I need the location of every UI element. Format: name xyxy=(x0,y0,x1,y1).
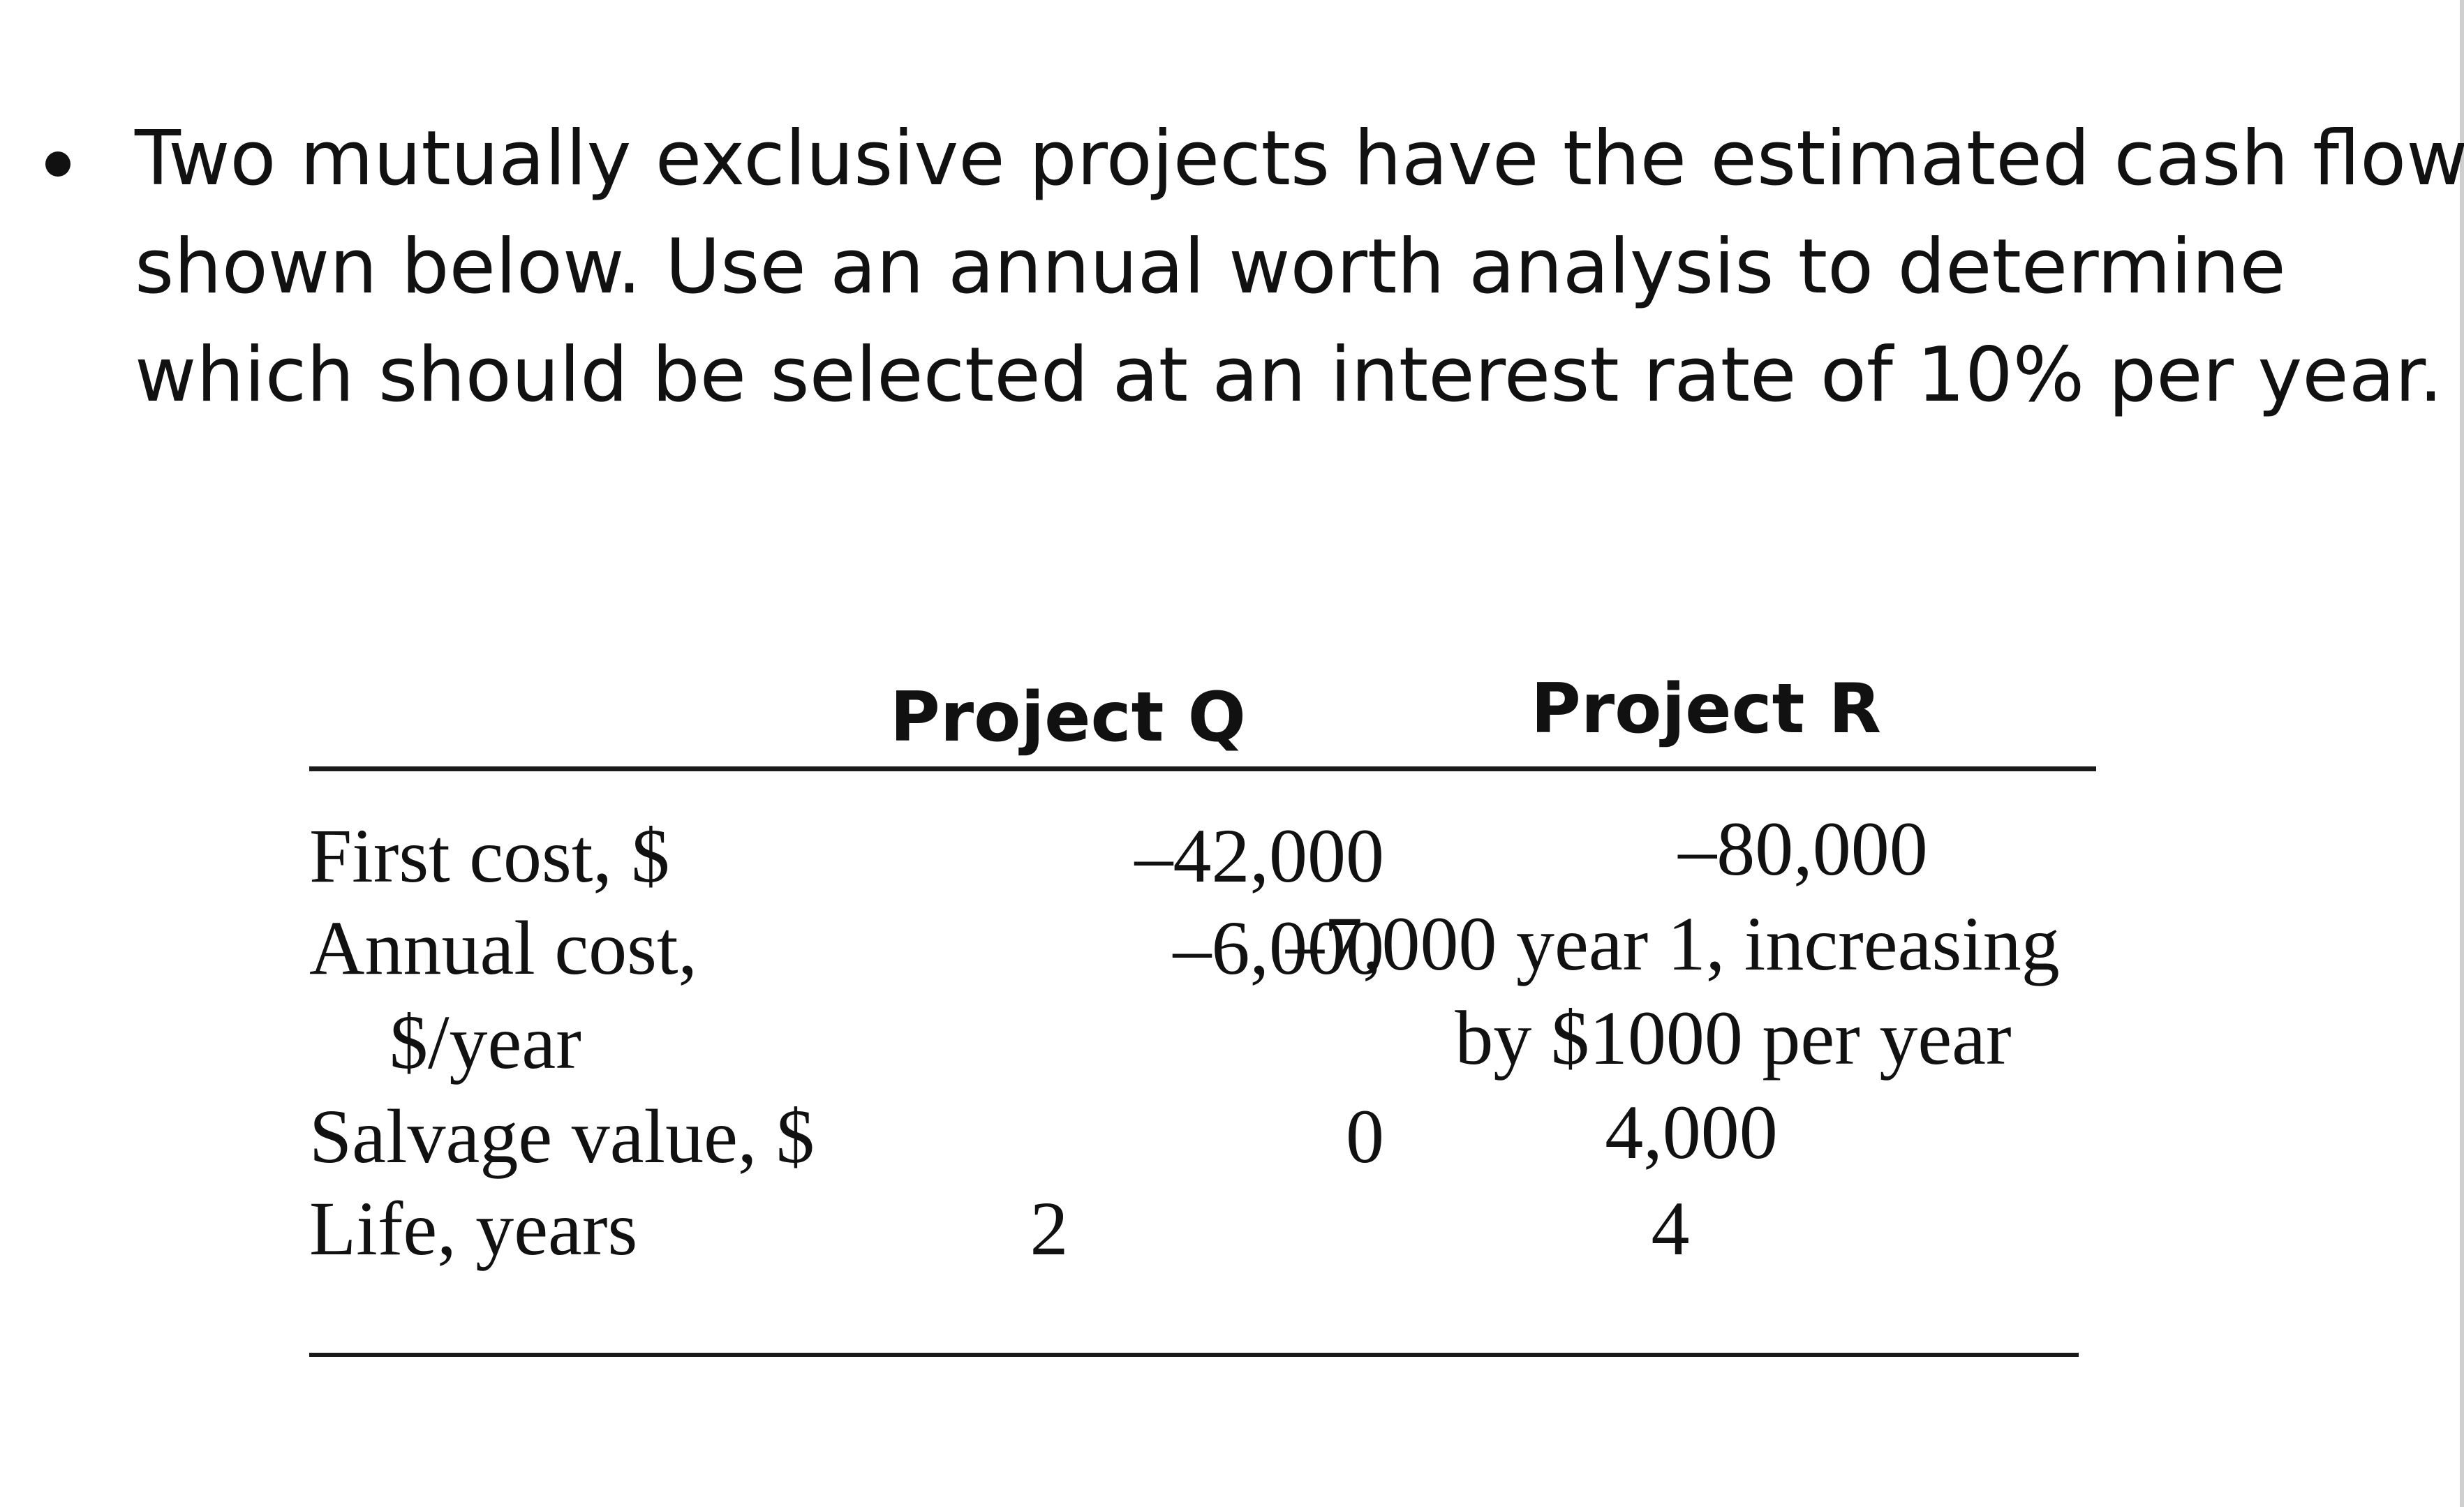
cell-q-annual-cost: –6,000 xyxy=(1173,905,1385,990)
problem-line-1: Two mutually exclusive projects have the… xyxy=(135,115,2464,202)
cell-q-first-cost: –42,000 xyxy=(1134,813,1385,898)
slide-edge xyxy=(2460,0,2464,1507)
cell-r-annual-cost-gradient: by $1000 per year xyxy=(1455,995,2012,1081)
cell-r-life: 4 xyxy=(1651,1186,1690,1271)
row-label-salvage-value: Salvage value, $ xyxy=(309,1094,815,1179)
cell-q-salvage-value: 0 xyxy=(1346,1094,1384,1179)
row-label-life: Life, years xyxy=(309,1186,638,1271)
row-label-annual-cost: Annual cost, xyxy=(309,905,698,990)
table-top-rule xyxy=(309,766,2096,771)
problem-statement: Two mutually exclusive projects have the… xyxy=(135,105,2464,429)
cell-q-life: 2 xyxy=(1030,1186,1069,1271)
table-bottom-rule xyxy=(309,1353,2079,1357)
row-label-first-cost: First cost, $ xyxy=(309,813,670,898)
header-project-r: Project R xyxy=(1531,669,1882,749)
cell-r-annual-cost: –7,000 year 1, increasing xyxy=(1286,901,2060,986)
problem-line-2: shown below. Use an annual worth analysi… xyxy=(135,223,2286,311)
header-project-q: Project Q xyxy=(890,678,1246,757)
cell-r-first-cost: –80,000 xyxy=(1678,806,1928,891)
row-label-annual-cost-unit: $/year xyxy=(389,1000,581,1085)
cash-flow-table: Project Q Project R First cost, $ –42,00… xyxy=(309,656,2096,1382)
cell-r-salvage-value: 4,000 xyxy=(1605,1090,1778,1175)
problem-line-3: which should be selected at an interest … xyxy=(135,332,2443,419)
bullet-dot-icon xyxy=(45,151,70,177)
